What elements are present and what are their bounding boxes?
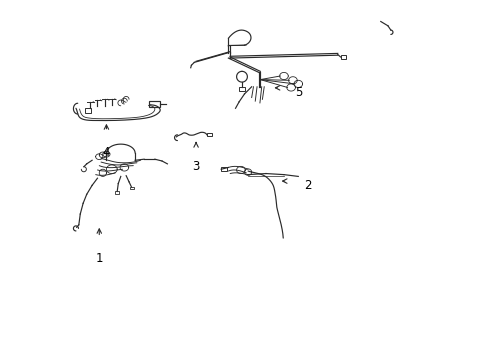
Text: 1: 1 bbox=[95, 252, 103, 265]
Text: 3: 3 bbox=[192, 160, 200, 173]
Text: 2: 2 bbox=[303, 179, 310, 192]
Text: 5: 5 bbox=[294, 86, 302, 99]
Text: 4: 4 bbox=[102, 146, 110, 159]
